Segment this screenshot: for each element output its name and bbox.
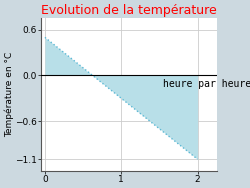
Text: heure par heure: heure par heure: [163, 79, 250, 89]
Title: Evolution de la température: Evolution de la température: [41, 4, 217, 17]
Y-axis label: Température en °C: Température en °C: [4, 52, 14, 137]
